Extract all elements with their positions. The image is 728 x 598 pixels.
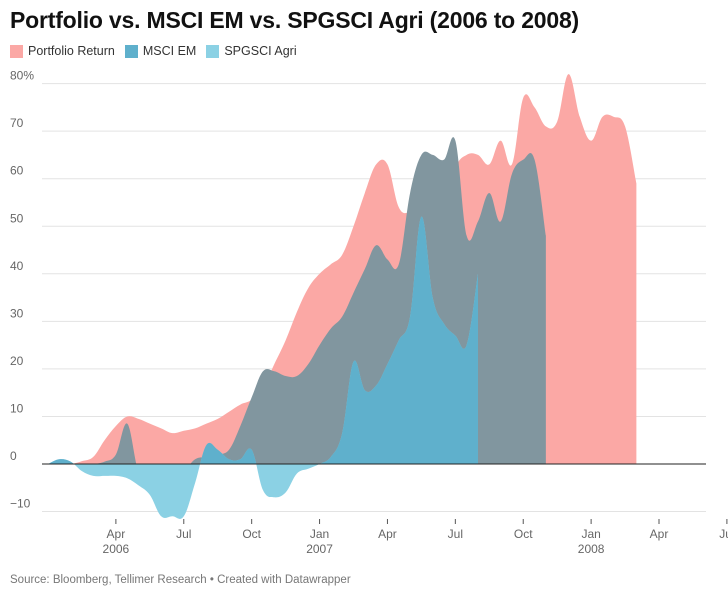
legend: Portfolio Return MSCI EM SPGSCI Agri (10, 44, 297, 58)
y-tick-label: 30 (10, 306, 24, 320)
legend-item-agri: SPGSCI Agri (206, 44, 297, 58)
x-tick-label: Apr (107, 527, 126, 541)
x-tick-label: Oct (514, 527, 533, 541)
legend-label-agri: SPGSCI Agri (224, 44, 297, 58)
legend-swatch-agri (206, 44, 220, 58)
x-tick-label: Apr (650, 527, 669, 541)
y-tick-label: 80% (10, 69, 34, 83)
legend-swatch-msci (124, 44, 138, 58)
legend-item-portfolio: Portfolio Return (10, 44, 115, 58)
x-tick-label: Jan (581, 527, 600, 541)
x-tick-year-label: 2007 (306, 542, 333, 556)
area-agri-overlap (48, 216, 478, 464)
y-tick-label: 0 (10, 449, 17, 463)
y-tick-label: 70 (10, 116, 24, 130)
source-note: Source: Bloomberg, Tellimer Research • C… (10, 574, 351, 586)
x-tick-label: Jul (176, 527, 191, 541)
y-tick-label: 40 (10, 259, 24, 273)
x-tick-label: Jul (719, 527, 728, 541)
x-tick-label: Jul (448, 527, 463, 541)
x-tick-label: Jan (310, 527, 329, 541)
y-tick-label: 60 (10, 164, 24, 178)
chart-title: Portfolio vs. MSCI EM vs. SPGSCI Agri (2… (10, 7, 580, 33)
y-tick-label: 20 (10, 354, 24, 368)
y-tick-label: 10 (10, 401, 24, 415)
legend-label-msci: MSCI EM (142, 44, 197, 58)
legend-swatch-portfolio (10, 44, 23, 58)
y-tick-label: 50 (10, 211, 24, 225)
x-tick-year-label: 2008 (578, 542, 605, 556)
x-tick-label: Oct (242, 527, 261, 541)
y-tick-label: −10 (10, 497, 31, 511)
legend-item-msci: MSCI EM (124, 44, 197, 58)
legend-label-portfolio: Portfolio Return (28, 44, 115, 58)
x-tick-label: Apr (378, 527, 397, 541)
x-tick-year-label: 2006 (103, 542, 130, 556)
